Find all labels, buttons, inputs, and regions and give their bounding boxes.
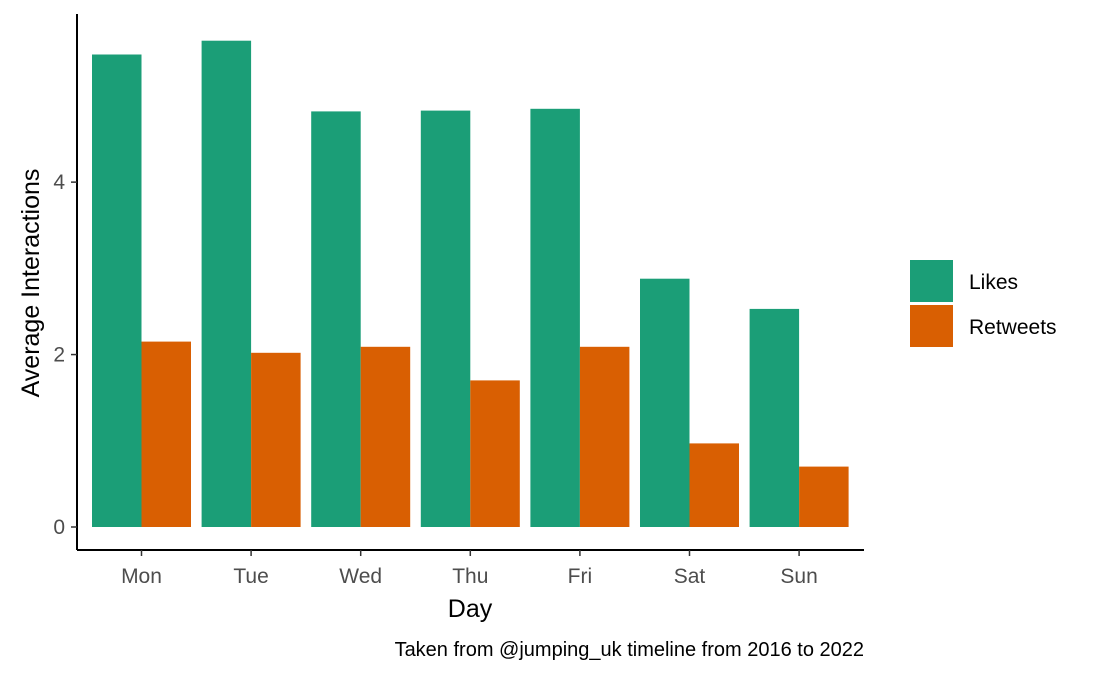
bar-retweets-wed bbox=[360, 346, 411, 527]
y-tick-label: 2 bbox=[53, 344, 65, 367]
bar-retweets-tue bbox=[251, 352, 301, 527]
bar-likes-tue bbox=[201, 40, 252, 527]
bar-retweets-fri bbox=[579, 346, 630, 527]
bar-likes-sat bbox=[640, 278, 690, 527]
x-tick-label-sat: Sat bbox=[674, 565, 706, 588]
x-tick-label-tue: Tue bbox=[233, 565, 268, 588]
legend-key-retweets bbox=[910, 305, 953, 347]
bar-retweets-mon bbox=[141, 341, 191, 527]
x-axis-ticks: Mon Tue Wed Thu Fri Sat Sun bbox=[121, 550, 818, 588]
x-tick-label-thu: Thu bbox=[452, 565, 488, 588]
y-axis-title: Average Interactions bbox=[17, 169, 45, 398]
bar-retweets-sun bbox=[799, 466, 849, 527]
y-tick-label: 0 bbox=[53, 516, 65, 539]
chart-caption: Taken from @jumping_uk timeline from 201… bbox=[395, 639, 864, 661]
y-tick-label: 4 bbox=[53, 171, 65, 194]
x-tick-label-mon: Mon bbox=[121, 565, 162, 588]
x-axis-title: Day bbox=[448, 595, 493, 623]
y-axis-ticks: 0 2 4 bbox=[53, 171, 77, 539]
bar-likes-wed bbox=[311, 111, 361, 528]
bar-retweets-thu bbox=[470, 380, 520, 527]
bar-likes-thu bbox=[420, 110, 471, 527]
x-tick-label-sun: Sun bbox=[780, 565, 817, 588]
x-tick-label-wed: Wed bbox=[339, 565, 382, 588]
bar-likes-fri bbox=[530, 108, 580, 528]
legend-key-likes bbox=[910, 260, 953, 302]
bar-likes-mon bbox=[92, 54, 142, 527]
bar-likes-sun bbox=[749, 308, 800, 527]
legend-label-retweets: Retweets bbox=[969, 316, 1057, 339]
bars-group bbox=[92, 40, 849, 528]
legend-label-likes: Likes bbox=[969, 271, 1018, 294]
x-tick-label-fri: Fri bbox=[568, 565, 593, 588]
bar-retweets-sat bbox=[689, 443, 739, 527]
legend: Likes Retweets bbox=[910, 260, 1057, 347]
